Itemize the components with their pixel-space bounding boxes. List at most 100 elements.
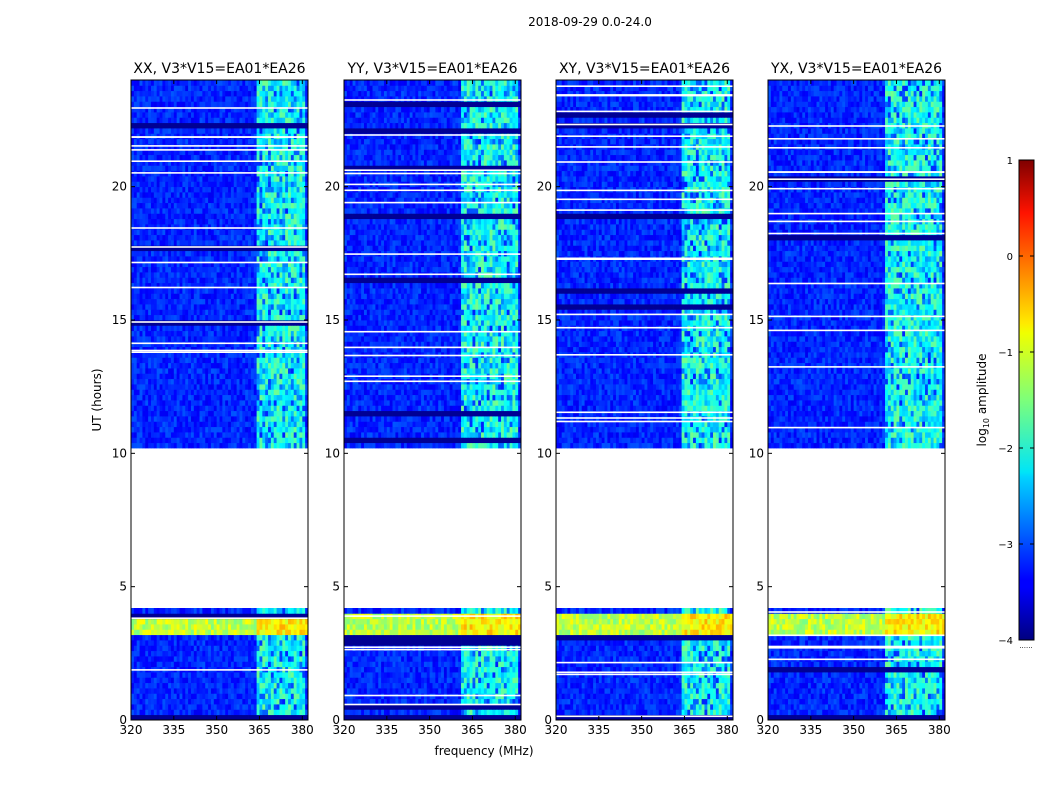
heatmap-cell (230, 181, 235, 188)
heatmap-cell (273, 304, 277, 310)
heatmap-cell (165, 400, 169, 406)
heatmap-cell (159, 704, 163, 710)
heatmap-cell (168, 698, 172, 705)
heatmap-cell (205, 165, 209, 172)
heatmap-cell (279, 298, 283, 305)
heatmap-cell (305, 336, 309, 342)
heatmap-cell (202, 416, 206, 422)
heatmap-cell (139, 416, 143, 422)
heatmap-cell (216, 224, 220, 230)
heatmap-cell (199, 645, 203, 652)
heatmap-cell (230, 661, 235, 668)
heatmap-cell (153, 656, 158, 662)
heatmap-cell (179, 378, 183, 385)
heatmap-cell (228, 709, 232, 716)
heatmap-cell (179, 261, 183, 268)
heatmap-cell (193, 400, 198, 406)
heatmap-cell (156, 400, 160, 406)
heatmap-cell (199, 128, 203, 134)
heatmap-cell (168, 208, 172, 214)
heatmap-cell (136, 314, 140, 321)
heatmap-cell (193, 160, 198, 166)
heatmap-cell (131, 336, 135, 342)
heatmap-cell (265, 288, 269, 294)
heatmap-cell (259, 613, 263, 620)
heatmap-cell (145, 624, 149, 630)
heatmap-cell (156, 362, 160, 369)
heatmap-cell (248, 693, 252, 700)
heatmap-cell (162, 197, 166, 204)
heatmap-cell (176, 384, 180, 390)
heatmap-cell (279, 618, 283, 625)
heatmap-cell (242, 346, 246, 353)
heatmap-cell (233, 181, 238, 188)
heatmap-cell (196, 128, 200, 134)
heatmap-cell (162, 234, 166, 241)
heatmap-cell (162, 688, 166, 694)
heatmap-cell (222, 197, 226, 204)
heatmap-cell (296, 416, 300, 422)
heatmap-cell (230, 229, 235, 236)
heatmap-cell (148, 138, 152, 145)
heatmap-cell (139, 378, 143, 385)
heatmap-cell (168, 282, 172, 289)
heatmap-cell (245, 293, 249, 300)
heatmap-cell (270, 218, 275, 225)
heatmap-cell (253, 704, 258, 710)
heatmap-cell (185, 618, 189, 625)
heatmap-cell (188, 608, 192, 614)
heatmap-cell (190, 213, 195, 220)
heatmap-cell (133, 272, 138, 278)
heatmap-cell (216, 144, 220, 150)
heatmap-cell (142, 410, 146, 417)
heatmap-cell (156, 608, 160, 614)
heatmap-cell (159, 341, 163, 348)
heatmap-cell (270, 618, 275, 625)
heatmap-cell (265, 426, 269, 433)
heatmap-cell (208, 160, 212, 166)
heatmap-cell (139, 282, 143, 289)
heatmap-cell (253, 410, 258, 417)
heatmap-cell (219, 608, 223, 614)
heatmap-cell (253, 186, 258, 193)
heatmap-cell (190, 197, 195, 204)
heatmap-cell (233, 426, 238, 433)
heatmap-cell (219, 362, 223, 369)
heatmap-cell (205, 186, 209, 193)
heatmap-cell (176, 288, 180, 294)
heatmap-cell (290, 256, 295, 262)
heatmap-cell (259, 154, 263, 161)
heatmap-cell (199, 352, 203, 358)
heatmap-cell (236, 250, 240, 257)
heatmap-cell (202, 202, 206, 209)
heatmap-cell (279, 661, 283, 668)
heatmap-cell (293, 181, 297, 188)
heatmap-cell (148, 405, 152, 412)
heatmap-cell (159, 645, 163, 652)
heatmap-cell (293, 698, 297, 705)
heatmap-cell (136, 309, 140, 316)
heatmap-cell (253, 714, 258, 721)
heatmap-cell (239, 432, 243, 438)
heatmap-cell (213, 298, 218, 305)
heatmap-cell (185, 704, 189, 710)
heatmap-cell (256, 154, 260, 161)
heatmap-cell (290, 309, 295, 316)
heatmap-cell (131, 266, 135, 273)
heatmap-cell (279, 197, 283, 204)
heatmap-cell (236, 325, 240, 332)
heatmap-cell (273, 405, 277, 412)
heatmap-cell (225, 224, 229, 230)
heatmap-cell (170, 410, 175, 417)
heatmap-cell (245, 357, 249, 364)
heatmap-cell (276, 224, 280, 230)
heatmap-cell (236, 165, 240, 172)
heatmap-cell (165, 224, 169, 230)
heatmap-cell (296, 138, 300, 145)
heatmap-cell (210, 160, 215, 166)
heatmap-cell (222, 330, 226, 337)
heatmap-cell (196, 309, 200, 316)
heatmap-cell (136, 325, 140, 332)
heatmap-cell (185, 288, 189, 294)
heatmap-cell (213, 320, 218, 326)
